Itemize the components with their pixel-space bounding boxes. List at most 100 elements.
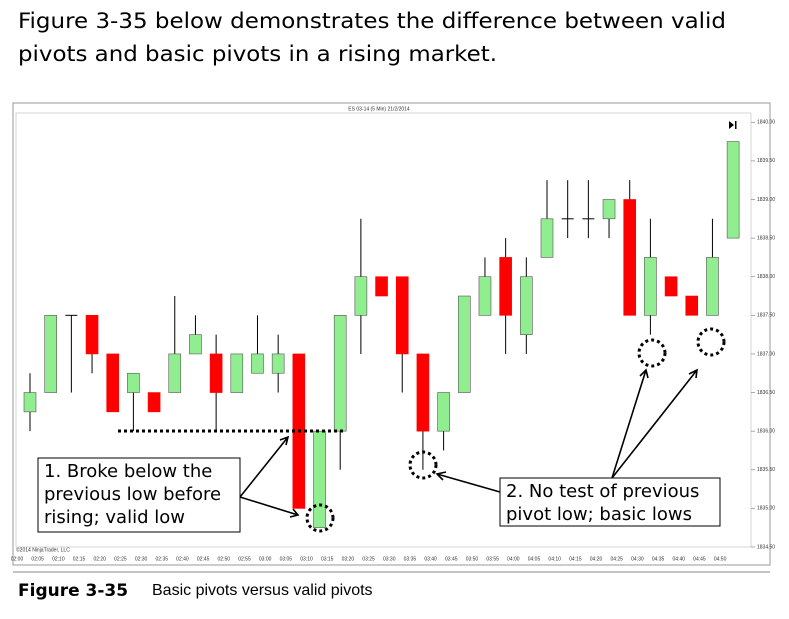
x-tick-label: 03:50 bbox=[466, 556, 479, 562]
candle-body bbox=[664, 276, 678, 297]
candle-body bbox=[127, 372, 140, 393]
x-tick-label: 02:50 bbox=[218, 556, 231, 562]
paragraph-line: pivots and basic pivots in a rising mark… bbox=[18, 42, 497, 66]
arrows bbox=[239, 368, 698, 518]
chart-title: ES 03-14 (5 Min) 21/2/2014 bbox=[348, 106, 410, 112]
x-tick-label: 04:45 bbox=[693, 556, 706, 562]
candle-body bbox=[333, 315, 347, 432]
scroll-icon bbox=[729, 121, 737, 129]
x-tick-label: 03:05 bbox=[280, 556, 293, 562]
candle-body bbox=[726, 141, 740, 239]
x-tick-label: 02:45 bbox=[197, 556, 210, 562]
paragraph-line: Figure 3-35 below demonstrates the diffe… bbox=[18, 9, 726, 33]
chart: 1834.50 1835.00 1835.50 1836.00 1836.50 1837.… bbox=[11, 120, 776, 563]
candle-body bbox=[520, 276, 533, 335]
candle-body bbox=[354, 276, 368, 316]
x-tick-label: 04:20 bbox=[590, 556, 603, 562]
candle-body bbox=[457, 295, 471, 393]
annotation-box bbox=[499, 477, 721, 527]
candle-body bbox=[499, 257, 512, 316]
candle-body bbox=[23, 392, 37, 413]
x-tick-label: 04:30 bbox=[631, 556, 644, 562]
x-tick-label: 02:40 bbox=[176, 556, 189, 562]
pivot-circle bbox=[637, 338, 667, 368]
x-tick-label: 02:30 bbox=[135, 556, 148, 562]
candle-body bbox=[706, 257, 719, 316]
annotation-text: 1. Broke below the bbox=[44, 461, 212, 482]
candle-body bbox=[540, 218, 554, 258]
candle-body bbox=[623, 199, 637, 316]
candle-body bbox=[375, 276, 388, 297]
x-tick-label: 04:25 bbox=[610, 556, 623, 562]
candle-body bbox=[644, 257, 657, 316]
x-tick-label: 03:15 bbox=[321, 556, 334, 562]
candle-body bbox=[251, 353, 264, 374]
x-tick-label: 03:55 bbox=[486, 556, 499, 562]
y-tick-label: 1837.50 bbox=[757, 313, 775, 319]
candle-body bbox=[147, 392, 161, 413]
x-tick-label: 03:45 bbox=[445, 556, 458, 562]
x-tick-label: 04:15 bbox=[569, 556, 582, 562]
candle-body bbox=[395, 276, 409, 355]
x-tick-label: 03:20 bbox=[342, 556, 355, 562]
figure-caption: Basic pivots versus valid pivots bbox=[152, 582, 373, 599]
x-tick-label: 03:40 bbox=[424, 556, 437, 562]
y-tick-label: 1835.00 bbox=[757, 506, 775, 512]
y-tick-label: 1834.50 bbox=[757, 544, 775, 550]
candle-body bbox=[602, 199, 616, 220]
y-tick-label: 1839.50 bbox=[757, 158, 775, 164]
x-tick-label: 03:25 bbox=[362, 556, 375, 562]
x-tick-label: 02:35 bbox=[156, 556, 169, 562]
x-tick-label: 04:40 bbox=[673, 556, 686, 562]
annotations bbox=[118, 327, 726, 533]
pivot-circle bbox=[305, 503, 335, 533]
y-tick-label: 1835.50 bbox=[757, 467, 775, 473]
candle-body bbox=[189, 334, 202, 355]
pivot-circle bbox=[696, 327, 726, 357]
candle-body bbox=[106, 353, 120, 413]
x-tick-label: 03:35 bbox=[404, 556, 417, 562]
candle-body bbox=[85, 315, 99, 355]
x-tick-label: 03:00 bbox=[259, 556, 272, 562]
x-tick-label: 04:05 bbox=[528, 556, 541, 562]
candle-body bbox=[437, 392, 450, 432]
x-tick-label: 02:25 bbox=[114, 556, 127, 562]
annotation-text: 2. No test of previous bbox=[506, 481, 699, 502]
y-tick-label: 1836.00 bbox=[757, 428, 775, 434]
annotation-text: pivot low; basic lows bbox=[506, 504, 692, 525]
x-tick-label: 02:55 bbox=[238, 556, 251, 562]
candle-body bbox=[416, 353, 430, 432]
pivot-circle bbox=[408, 450, 438, 480]
candle-body bbox=[313, 430, 326, 528]
x-tick-label: 02:00 bbox=[11, 556, 24, 562]
x-tick-label: 02:10 bbox=[52, 556, 65, 562]
candle-body bbox=[271, 353, 285, 374]
x-tick-label: 02:05 bbox=[31, 556, 44, 562]
x-tick-label: 04:10 bbox=[548, 556, 561, 562]
y-tick-label: 1838.50 bbox=[757, 235, 775, 241]
figure-label: Figure 3-35 bbox=[18, 581, 128, 601]
x-tick-label: 04:35 bbox=[652, 556, 665, 562]
y-tick-label: 1839.00 bbox=[757, 197, 775, 203]
annotation-box bbox=[37, 457, 241, 533]
y-tick-label: 1837.00 bbox=[757, 351, 775, 357]
y-tick-label: 1840.00 bbox=[757, 120, 775, 126]
y-tick-label: 1838.00 bbox=[757, 274, 775, 280]
candle-body bbox=[478, 276, 492, 316]
x-tick-label: 04:50 bbox=[714, 556, 727, 562]
candle-body bbox=[230, 353, 244, 393]
candle-body bbox=[44, 315, 57, 393]
x-tick-label: 03:10 bbox=[300, 556, 313, 562]
candle-body bbox=[168, 353, 182, 393]
x-tick-label: 02:15 bbox=[73, 556, 86, 562]
y-tick-label: 1836.50 bbox=[757, 390, 775, 396]
annotation-text: previous low before bbox=[44, 484, 221, 505]
candle-body bbox=[685, 295, 699, 316]
x-tick-label: 04:00 bbox=[507, 556, 520, 562]
candle-body bbox=[209, 353, 223, 393]
copyright: ©2014 NinjaTrader, LLC bbox=[16, 546, 70, 553]
annotation-text: rising; valid low bbox=[44, 507, 185, 528]
x-tick-label: 02:20 bbox=[93, 556, 106, 562]
x-tick-label: 03:30 bbox=[383, 556, 396, 562]
